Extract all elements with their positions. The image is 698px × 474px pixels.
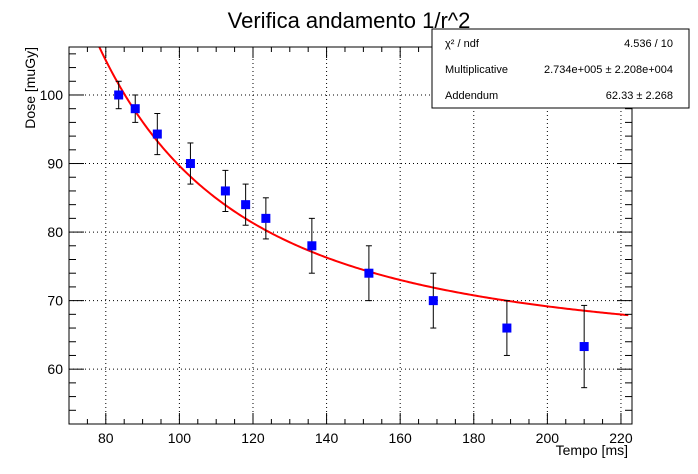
data-point <box>307 217 317 274</box>
x-tick-label: 120 <box>241 430 265 446</box>
data-point <box>241 183 251 226</box>
data-point <box>261 197 271 240</box>
data-point <box>502 300 512 356</box>
x-tick-label: 200 <box>536 430 560 446</box>
x-axis: 80 100 120 140 160 180 200 220 <box>68 47 633 446</box>
data-point <box>220 169 230 213</box>
data-point-marker <box>261 213 271 223</box>
data-point-marker <box>428 296 438 306</box>
x-tick-label: 140 <box>315 430 339 446</box>
data-point <box>579 304 589 389</box>
stats-value-multiplicative: 2.734e+005 ± 2.208e+004 <box>544 64 673 76</box>
stats-value-chi2: 4.536 / 10 <box>624 38 673 50</box>
fit-curve-layer <box>98 46 629 317</box>
data-point-marker <box>130 104 140 114</box>
x-tick-label: 80 <box>98 430 114 446</box>
plot-frame <box>68 46 633 425</box>
stats-label-chi2: χ² / ndf <box>445 38 480 50</box>
y-tick-label: 80 <box>47 224 63 240</box>
data-point <box>114 80 124 110</box>
y-tick-label: 90 <box>47 156 63 172</box>
data-point-marker <box>241 200 251 210</box>
data-point <box>428 272 438 329</box>
plot-area <box>69 47 632 424</box>
y-tick-label: 100 <box>40 87 64 103</box>
data-point-marker <box>502 323 512 333</box>
data-point <box>152 112 162 156</box>
x-tick-label: 220 <box>609 430 633 446</box>
grid <box>69 47 632 424</box>
stats-box: χ² / ndf 4.536 / 10 Multiplicative 2.734… <box>431 28 690 109</box>
data-point <box>185 142 195 185</box>
stats-value-addendum: 62.33 ± 2.268 <box>606 90 673 102</box>
stats-label-multiplicative: Multiplicative <box>445 64 508 76</box>
data-point-marker <box>220 186 230 196</box>
x-tick-label: 160 <box>388 430 412 446</box>
data-point-marker <box>579 342 589 352</box>
chart-title: Verifica andamento 1/r^2 <box>228 8 471 33</box>
x-tick-label: 180 <box>462 430 486 446</box>
data-point-marker <box>185 159 195 169</box>
data-point-marker <box>114 90 124 100</box>
data-point <box>130 94 140 123</box>
y-tick-label: 70 <box>47 293 63 309</box>
stats-box-frame <box>431 28 690 109</box>
data-point-marker <box>364 268 374 278</box>
x-tick-label: 100 <box>168 430 192 446</box>
data-point <box>364 245 374 302</box>
y-tick-label: 60 <box>47 361 63 377</box>
fit-curve <box>98 46 629 317</box>
x-axis-title: Tempo [ms] <box>556 442 628 458</box>
stats-label-addendum: Addendum <box>445 90 498 102</box>
y-axis-title: Dose [muGy] <box>22 47 38 129</box>
data-point-marker <box>152 129 162 139</box>
data-point-marker <box>307 241 317 251</box>
data-points-layer <box>114 80 589 389</box>
